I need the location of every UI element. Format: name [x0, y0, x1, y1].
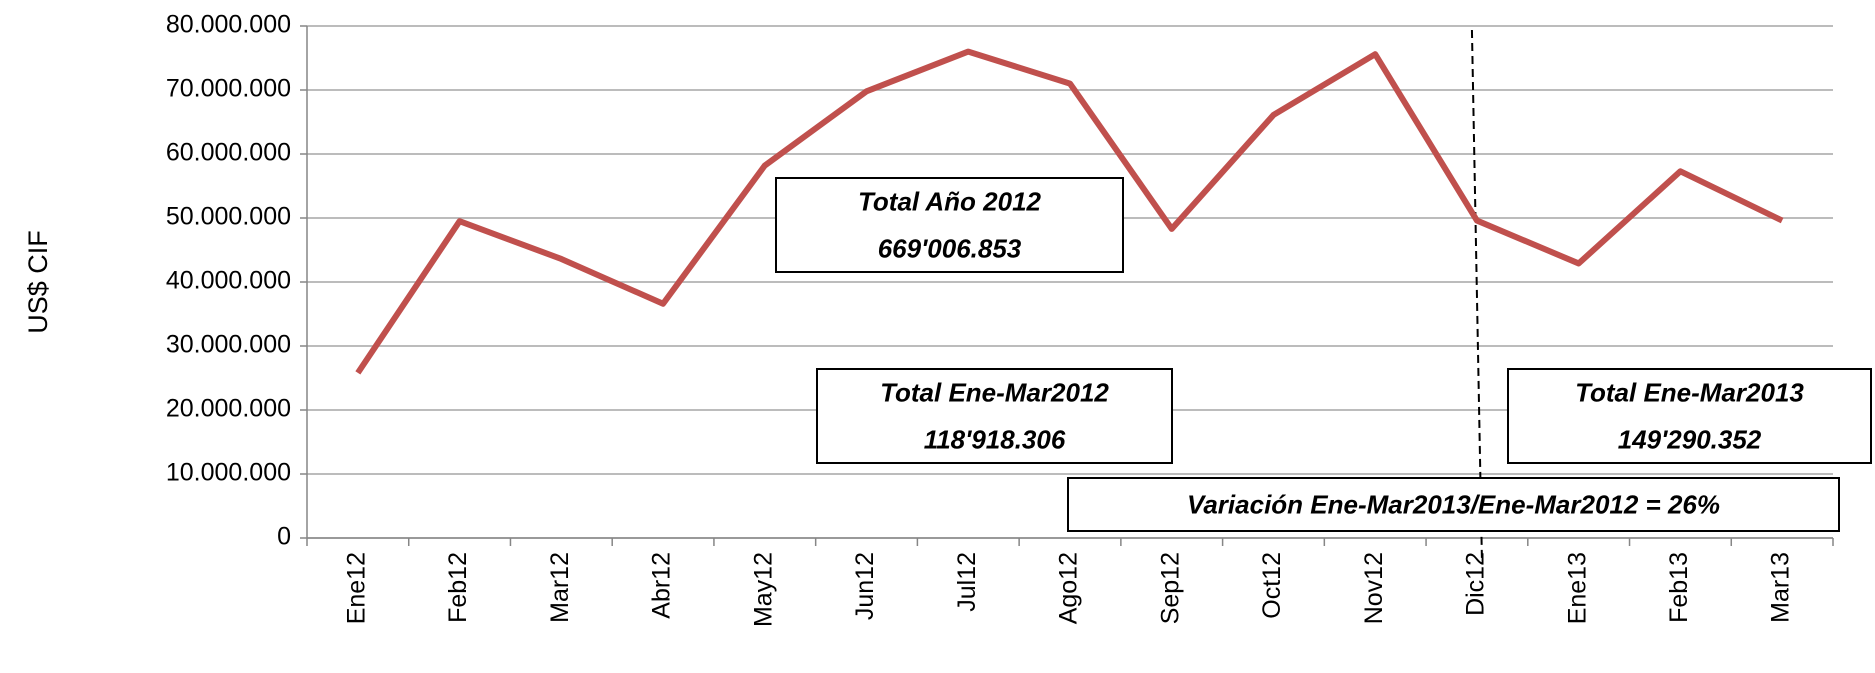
- x-tick-label: Mar12: [546, 552, 574, 623]
- y-tick-label: 30.000.000: [166, 331, 291, 359]
- series-line: [355, 48, 1784, 375]
- x-tick-label: Ene13: [1563, 552, 1591, 624]
- x-tick-label: Oct12: [1258, 552, 1286, 619]
- x-tick-label: Jun12: [851, 552, 879, 620]
- y-tick-label: 20.000.000: [166, 395, 291, 423]
- annotation-text: Total Año 2012: [858, 186, 1042, 216]
- y-tick-label: 80.000.000: [166, 11, 291, 39]
- y-tick-label: 50.000.000: [166, 203, 291, 231]
- x-tick-label: Feb12: [444, 552, 472, 623]
- annotation-text: 149'290.352: [1618, 424, 1762, 454]
- annotation-box: [1507, 368, 1872, 464]
- annotation-box: [775, 177, 1124, 273]
- annotation-text: 669'006.853: [878, 233, 1022, 263]
- x-tick-label: Feb13: [1665, 552, 1693, 623]
- x-tick-label: Nov12: [1360, 552, 1388, 624]
- x-tick-label: Ene12: [342, 552, 370, 624]
- annotation-text: Total Ene-Mar2012: [880, 377, 1109, 407]
- x-tick-label: May12: [749, 552, 777, 627]
- x-tick-label: Ago12: [1055, 552, 1083, 624]
- y-tick-label: 60.000.000: [166, 139, 291, 167]
- y-axis-label: US$ CIF: [23, 230, 53, 334]
- x-tick-label: Jul12: [953, 552, 981, 612]
- annotation-text: Variación Ene-Mar2013/Ene-Mar2012 = 26%: [1187, 489, 1720, 519]
- annotation-box: [1067, 477, 1840, 532]
- annotation-box: [816, 368, 1173, 464]
- x-tick-label: Dic12: [1462, 552, 1490, 616]
- annotation-text: Total Ene-Mar2013: [1575, 377, 1804, 407]
- x-tick-label: Sep12: [1156, 552, 1184, 624]
- y-tick-label: 10.000.000: [166, 459, 291, 487]
- y-tick-label: 40.000.000: [166, 267, 291, 295]
- separator: [1470, 29, 1483, 561]
- annotation-text: 118'918.306: [924, 424, 1066, 454]
- x-tick-label: Abr12: [648, 552, 676, 619]
- y-tick-label: 70.000.000: [166, 75, 291, 103]
- x-tick-label: Mar13: [1767, 552, 1795, 623]
- y-tick-label: 0: [277, 523, 291, 551]
